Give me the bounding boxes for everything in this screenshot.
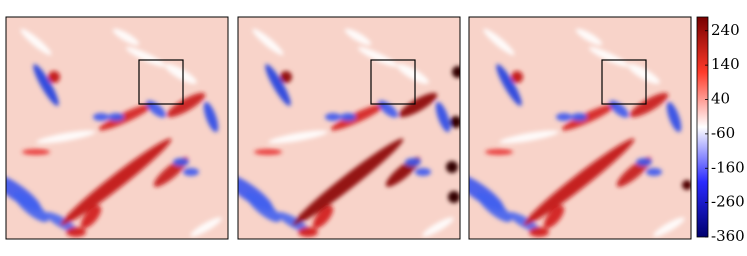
edge-blob [452, 66, 460, 78]
streak [415, 168, 431, 176]
panel-frame [237, 16, 461, 240]
streak [523, 138, 635, 226]
streak [609, 100, 629, 118]
streak [252, 28, 284, 56]
streak [330, 103, 386, 131]
streak [646, 168, 662, 176]
streak [98, 103, 154, 131]
heatmap-background [6, 17, 228, 239]
colorbar-tick-label: -160 [711, 158, 745, 176]
streak [22, 149, 50, 155]
streak [511, 71, 523, 83]
inset-box [601, 59, 647, 105]
streak [653, 217, 685, 237]
streak [422, 217, 454, 237]
heatmap-texture [238, 28, 460, 237]
streak [277, 212, 309, 232]
streak [245, 191, 281, 223]
streak [561, 103, 617, 131]
streak [173, 158, 189, 166]
streak [165, 64, 197, 84]
streak [398, 92, 438, 118]
streak [508, 212, 540, 232]
streak [292, 138, 404, 226]
heatmap-texture [6, 28, 222, 237]
streak [36, 130, 96, 144]
streak [476, 191, 512, 223]
colorbar-tick-label: 40 [711, 90, 730, 108]
streak [499, 130, 559, 144]
streak [20, 28, 52, 56]
inset-box [138, 59, 184, 105]
streak [265, 64, 291, 106]
colorbar-tick-label: -260 [711, 193, 745, 211]
streak [435, 101, 451, 133]
colorbar [696, 16, 709, 238]
inset-box [370, 59, 416, 105]
streak [166, 92, 206, 118]
streak [575, 28, 603, 46]
edge-blob [446, 161, 458, 173]
streak [629, 92, 669, 118]
streak [108, 113, 124, 121]
streak [397, 64, 429, 84]
colorbar-tick-label: 240 [711, 21, 740, 39]
streak [298, 227, 318, 237]
streak [666, 101, 682, 133]
streak [543, 205, 565, 229]
heatmap-background [238, 17, 460, 239]
streak [203, 101, 219, 133]
heatmap-panel [6, 17, 228, 239]
streak [344, 28, 372, 46]
streak [357, 47, 399, 67]
streak [556, 113, 572, 121]
streak [33, 64, 59, 106]
heatmap-background [469, 17, 691, 239]
streak [280, 71, 292, 83]
edge-blob [682, 180, 691, 190]
heatmap-texture [469, 28, 691, 237]
streak [529, 227, 549, 237]
heatmap-panel [469, 17, 691, 239]
panel-frame [468, 16, 692, 240]
streak [66, 227, 86, 237]
streak [636, 158, 652, 166]
streak [146, 100, 166, 118]
streak [340, 113, 356, 121]
edge-blob [448, 191, 460, 203]
colorbar-tick-label: -60 [711, 124, 735, 142]
streak [268, 130, 328, 144]
streak [405, 158, 421, 166]
streak [93, 113, 109, 121]
streak [125, 47, 167, 67]
colorbar-tick-label: 140 [711, 55, 740, 73]
streak [60, 138, 172, 226]
streak [571, 113, 587, 121]
streak [483, 28, 515, 56]
streak [628, 64, 660, 84]
streak [254, 149, 282, 155]
edge-blob [450, 116, 460, 128]
streak [312, 205, 334, 229]
streak [183, 168, 199, 176]
streak [190, 217, 222, 237]
streak [325, 113, 341, 121]
streak [45, 212, 77, 232]
streak [13, 191, 49, 223]
streak [378, 100, 398, 118]
streak [588, 47, 630, 67]
streak [48, 71, 60, 83]
streak [80, 205, 102, 229]
streak [112, 28, 140, 46]
colorbar-tick-label: -360 [711, 227, 745, 245]
streak [496, 64, 522, 106]
panel-frame [5, 16, 229, 240]
heatmap-panel [238, 17, 460, 239]
streak [485, 149, 513, 155]
